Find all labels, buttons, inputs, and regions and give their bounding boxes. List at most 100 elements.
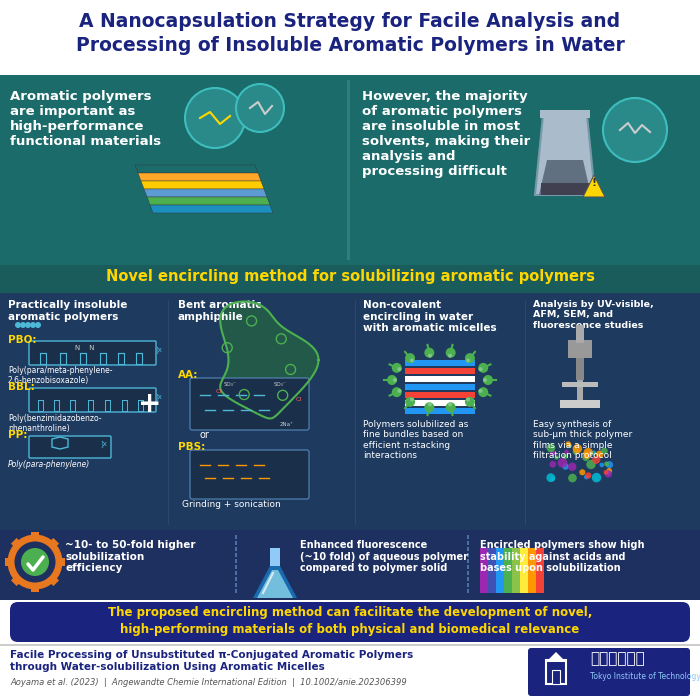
Polygon shape	[253, 566, 297, 598]
Circle shape	[393, 378, 397, 382]
Polygon shape	[135, 165, 258, 173]
Circle shape	[591, 451, 596, 456]
Bar	[562, 382, 598, 387]
Text: high-performing materials of both physical and biomedical relevance: high-performing materials of both physic…	[120, 623, 580, 636]
Bar	[467, 547, 468, 551]
Circle shape	[550, 477, 555, 481]
Circle shape	[392, 387, 402, 397]
Bar	[467, 589, 468, 593]
Circle shape	[410, 358, 414, 363]
Bar	[467, 553, 468, 557]
Bar	[0, 265, 700, 293]
Text: Poly(benzimidazobenzo-
phenanthroline): Poly(benzimidazobenzo- phenanthroline)	[8, 414, 101, 433]
Text: ~10- to 50-fold higher
solubilization
efficiency: ~10- to 50-fold higher solubilization ef…	[65, 540, 195, 573]
Circle shape	[424, 402, 434, 412]
Circle shape	[236, 84, 284, 132]
Bar	[577, 350, 583, 400]
Circle shape	[405, 353, 415, 363]
Polygon shape	[583, 175, 605, 197]
Bar	[560, 400, 600, 408]
Circle shape	[20, 322, 26, 328]
Text: Bent aromatic
amphiphile: Bent aromatic amphiphile	[178, 300, 262, 321]
Text: ]x: ]x	[100, 440, 107, 447]
Circle shape	[550, 461, 556, 468]
Bar	[235, 577, 237, 581]
Text: However, the majority
of aromatic polymers
are insoluble in most
solvents, makin: However, the majority of aromatic polyme…	[362, 90, 531, 178]
Polygon shape	[147, 197, 270, 205]
Circle shape	[605, 470, 612, 477]
FancyBboxPatch shape	[528, 648, 690, 696]
Bar	[552, 670, 560, 684]
Circle shape	[35, 322, 41, 328]
Circle shape	[21, 548, 49, 576]
Circle shape	[601, 447, 608, 454]
Text: Novel encircling method for solubilizing aromatic polymers: Novel encircling method for solubilizing…	[106, 269, 594, 284]
Bar	[235, 583, 237, 587]
Text: Cl: Cl	[216, 389, 221, 393]
Polygon shape	[31, 532, 39, 540]
Bar	[235, 565, 237, 569]
Circle shape	[592, 473, 601, 482]
Circle shape	[584, 475, 589, 480]
Circle shape	[25, 322, 31, 328]
Bar	[467, 541, 468, 545]
Bar	[0, 644, 700, 700]
Circle shape	[606, 461, 613, 468]
Bar	[467, 535, 468, 539]
Bar	[405, 400, 475, 406]
Circle shape	[606, 471, 610, 475]
Bar	[405, 392, 475, 398]
Polygon shape	[48, 538, 59, 550]
Polygon shape	[57, 558, 65, 566]
Circle shape	[596, 450, 603, 458]
Circle shape	[562, 454, 568, 459]
Bar	[576, 325, 584, 343]
Bar	[528, 548, 536, 593]
Circle shape	[466, 358, 470, 363]
Bar	[496, 548, 504, 593]
Bar	[525, 300, 526, 525]
Circle shape	[592, 456, 601, 464]
Circle shape	[428, 354, 432, 358]
Circle shape	[587, 460, 596, 469]
Bar	[467, 577, 468, 581]
Circle shape	[562, 463, 569, 470]
Text: SO₃⁻: SO₃⁻	[274, 382, 286, 387]
Text: ]x: ]x	[155, 346, 162, 353]
Text: Poly(para-phenylene): Poly(para-phenylene)	[8, 460, 90, 469]
Text: Facile Processing of Unsubstituted π-Conjugated Aromatic Polymers
through Water-: Facile Processing of Unsubstituted π-Con…	[10, 650, 413, 671]
Bar	[235, 553, 237, 557]
Bar	[235, 535, 237, 539]
Polygon shape	[138, 173, 261, 181]
Circle shape	[405, 397, 415, 407]
Circle shape	[604, 461, 609, 466]
Bar	[467, 571, 468, 575]
FancyBboxPatch shape	[190, 378, 309, 430]
Polygon shape	[31, 584, 39, 592]
Bar	[504, 548, 512, 593]
Circle shape	[568, 444, 572, 448]
Text: PP:: PP:	[8, 430, 27, 440]
Text: Easy synthesis of
sub-μm thick polymer
films via a simple
filtration protocol: Easy synthesis of sub-μm thick polymer f…	[533, 420, 632, 460]
Circle shape	[550, 450, 556, 456]
Text: PBS:: PBS:	[178, 442, 205, 452]
Circle shape	[446, 348, 456, 358]
Bar	[347, 80, 350, 260]
Text: 2Na⁺: 2Na⁺	[280, 422, 294, 427]
Bar	[0, 293, 700, 530]
Bar	[405, 408, 475, 414]
Polygon shape	[48, 575, 59, 586]
Text: The proposed encircling method can facilitate the development of novel,: The proposed encircling method can facil…	[108, 606, 592, 619]
Polygon shape	[11, 575, 22, 586]
Circle shape	[583, 452, 591, 459]
Text: Tokyo Institute of Technology: Tokyo Institute of Technology	[590, 672, 700, 681]
Circle shape	[566, 441, 571, 447]
Text: Processing of Insoluble Aromatic Polymers in Water: Processing of Insoluble Aromatic Polymer…	[76, 36, 624, 55]
Bar	[576, 358, 584, 380]
Text: Aoyama et al. (2023)  |  Angewandte Chemie International Edition  |  10.1002/ani: Aoyama et al. (2023) | Angewandte Chemie…	[10, 678, 407, 687]
Bar	[405, 376, 475, 382]
Circle shape	[410, 398, 414, 402]
Bar	[168, 300, 169, 525]
Text: or: or	[200, 430, 210, 440]
Circle shape	[603, 98, 667, 162]
